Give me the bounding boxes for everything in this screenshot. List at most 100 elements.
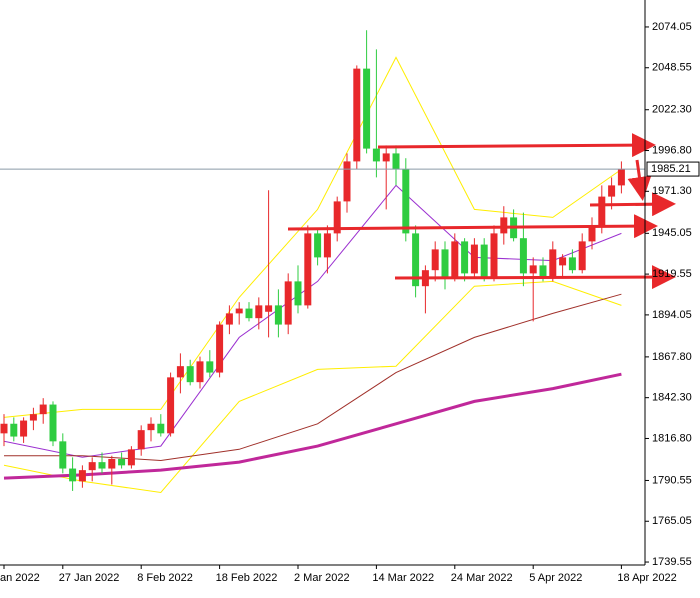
candle-body — [578, 241, 586, 271]
annotation-arrows — [287, 133, 676, 290]
candle-body — [245, 308, 253, 319]
candle-body — [137, 430, 145, 450]
arrow — [377, 133, 656, 158]
candle-body — [559, 257, 567, 266]
indicator-line — [3, 372, 622, 480]
candle-body — [274, 305, 282, 325]
candle-body — [608, 185, 616, 197]
candle-body — [265, 305, 273, 312]
x-tick-label: 27 Jan 2022 — [59, 572, 120, 584]
indicator-line — [4, 293, 622, 462]
candle-body — [314, 233, 322, 258]
candle-body — [108, 458, 116, 469]
candle-body — [568, 257, 576, 271]
last-price-label: 1985.21 — [651, 163, 691, 175]
candle-body — [588, 225, 596, 242]
candle-body — [431, 249, 439, 271]
candle-body — [186, 366, 194, 383]
x-tick-label: 24 Mar 2022 — [451, 572, 513, 584]
candle-body — [617, 169, 625, 186]
candle-body — [78, 470, 86, 482]
candle-body — [353, 68, 361, 162]
indicator-line — [3, 56, 622, 418]
candle-body — [304, 233, 312, 306]
candle-body — [39, 404, 47, 415]
candle-body — [529, 265, 537, 274]
y-tick-label: 1739.55 — [652, 556, 692, 568]
x-tick-label: 2 Mar 2022 — [294, 572, 350, 584]
y-tick-label: 1765.05 — [652, 515, 692, 527]
candle-body — [59, 441, 67, 469]
y-tick-label: 2048.55 — [652, 62, 692, 74]
candle-body — [363, 68, 371, 149]
last-price-box — [646, 161, 700, 177]
y-tick-label: 2022.30 — [652, 104, 692, 116]
candle-body — [598, 196, 606, 226]
arrow — [394, 265, 676, 290]
x-tick-label: an 2022 — [0, 572, 40, 584]
y-tick-label: 1790.55 — [652, 474, 692, 486]
candle-body — [49, 404, 57, 442]
candle-body — [461, 241, 469, 274]
candle-body — [29, 414, 37, 421]
candle-body — [343, 161, 351, 202]
candle-body — [225, 313, 233, 325]
candle-body — [206, 361, 214, 373]
candle-body — [470, 244, 478, 274]
y-tick-label: 2074.05 — [652, 21, 692, 33]
x-tick-label: 8 Feb 2022 — [137, 572, 193, 584]
arrow — [589, 192, 676, 217]
candle-body — [392, 153, 400, 170]
y-tick-label: 1867.80 — [652, 351, 692, 363]
candle-body — [88, 462, 96, 471]
candle-body — [451, 241, 459, 277]
candle-body — [98, 462, 106, 469]
candle-body — [549, 249, 557, 277]
y-tick-label: 1945.05 — [652, 227, 692, 239]
x-tick-label: 18 Feb 2022 — [216, 572, 278, 584]
x-tick-label: 14 Mar 2022 — [372, 572, 434, 584]
candle-body — [157, 423, 165, 434]
plot-area — [0, 30, 645, 494]
x-tick-label: 18 Apr 2022 — [617, 572, 676, 584]
y-tick-label: 1971.30 — [652, 185, 692, 197]
candle-body — [539, 265, 547, 277]
candle-body — [255, 305, 263, 319]
candle-body — [382, 153, 390, 162]
y-tick-label: 1996.80 — [652, 144, 692, 156]
candle-body — [284, 281, 292, 325]
candle-body — [412, 233, 420, 287]
y-tick-label: 1894.05 — [652, 309, 692, 321]
candle-body — [20, 420, 28, 437]
candle-body — [372, 148, 380, 162]
candle-body — [294, 281, 302, 306]
candle-body — [490, 233, 498, 277]
candle-body — [216, 324, 224, 373]
candle-body — [441, 249, 449, 277]
candle-body — [235, 308, 243, 314]
candle-body — [480, 244, 488, 277]
candle-body — [323, 233, 331, 258]
y-tick-label: 1842.30 — [652, 392, 692, 404]
candle-body — [147, 423, 155, 431]
candle-body — [500, 217, 508, 234]
candle-body — [0, 423, 8, 434]
candle-body — [69, 468, 77, 482]
candle-body — [333, 201, 341, 234]
arrow — [627, 159, 652, 201]
y-tick-label: 1816.80 — [652, 432, 692, 444]
x-tick-label: 5 Apr 2022 — [529, 572, 582, 584]
candle-body — [176, 366, 184, 378]
candle-body — [10, 423, 18, 437]
candle-body — [127, 449, 135, 466]
candle-body — [118, 458, 126, 466]
indicator-line — [3, 280, 622, 494]
candle-body — [196, 361, 204, 383]
candle-body — [402, 169, 410, 234]
y-tick-label: 1919.55 — [652, 268, 692, 280]
arrow — [287, 214, 658, 239]
candle-body — [167, 377, 175, 434]
candle-body — [519, 238, 527, 274]
